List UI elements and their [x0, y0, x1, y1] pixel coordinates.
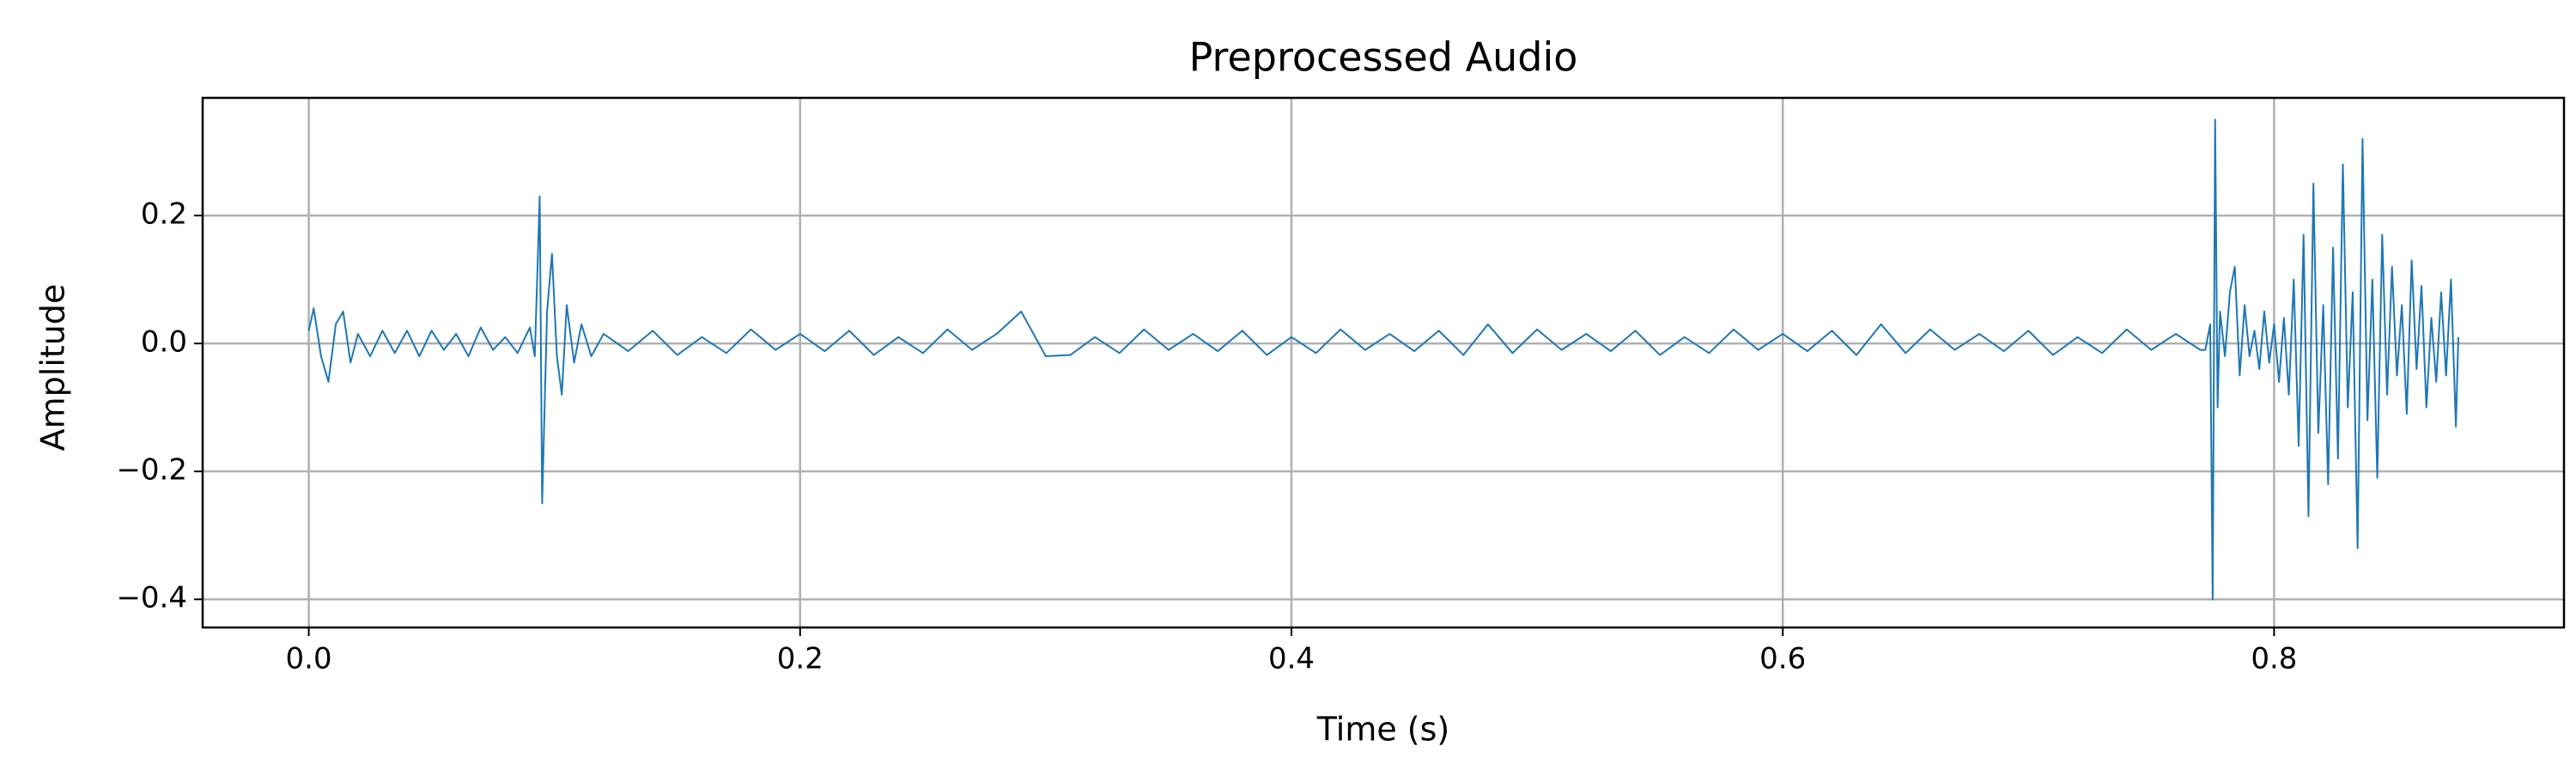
waveform-line	[307, 118, 2459, 601]
x-tick-label: 0.8	[2251, 642, 2297, 676]
y-tick-label: −0.4	[116, 581, 187, 615]
chart-title: Preprocessed Audio	[1189, 34, 1578, 81]
y-tick-label: 0.2	[141, 197, 187, 232]
y-tick-label: 0.0	[141, 325, 187, 360]
x-axis-label: Time (s)	[1316, 711, 1450, 749]
x-tick-label: 0.4	[1268, 642, 1315, 676]
y-tick-label: −0.2	[116, 453, 187, 488]
plot-frame	[201, 96, 2566, 629]
y-axis-label: Amplitude	[34, 284, 72, 452]
x-tick-label: 0.6	[1759, 642, 1806, 676]
x-tick-label: 0.0	[286, 642, 332, 676]
x-tick-label: 0.2	[777, 642, 823, 676]
